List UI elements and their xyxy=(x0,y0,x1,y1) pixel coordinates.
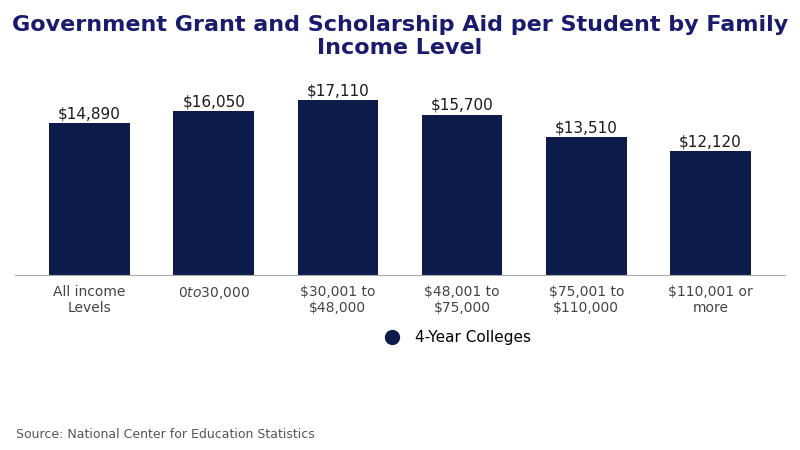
Bar xyxy=(546,137,626,275)
Bar xyxy=(298,100,378,275)
Bar xyxy=(422,115,502,275)
Text: $13,510: $13,510 xyxy=(555,120,618,135)
Text: Source: National Center for Education Statistics: Source: National Center for Education St… xyxy=(16,428,314,441)
Text: $16,050: $16,050 xyxy=(182,94,245,109)
Text: $15,700: $15,700 xyxy=(430,98,494,113)
Legend: 4-Year Colleges: 4-Year Colleges xyxy=(377,330,531,345)
Bar xyxy=(174,111,254,275)
Title: Government Grant and Scholarship Aid per Student by Family
Income Level: Government Grant and Scholarship Aid per… xyxy=(12,15,788,58)
Text: $12,120: $12,120 xyxy=(679,135,742,149)
Bar xyxy=(670,151,751,275)
Text: $17,110: $17,110 xyxy=(306,84,370,99)
Bar xyxy=(49,123,130,275)
Text: $14,890: $14,890 xyxy=(58,106,121,121)
